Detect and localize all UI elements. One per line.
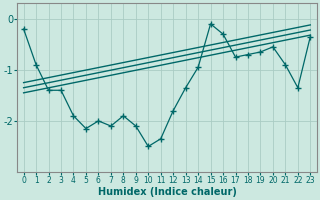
X-axis label: Humidex (Indice chaleur): Humidex (Indice chaleur) [98, 187, 236, 197]
